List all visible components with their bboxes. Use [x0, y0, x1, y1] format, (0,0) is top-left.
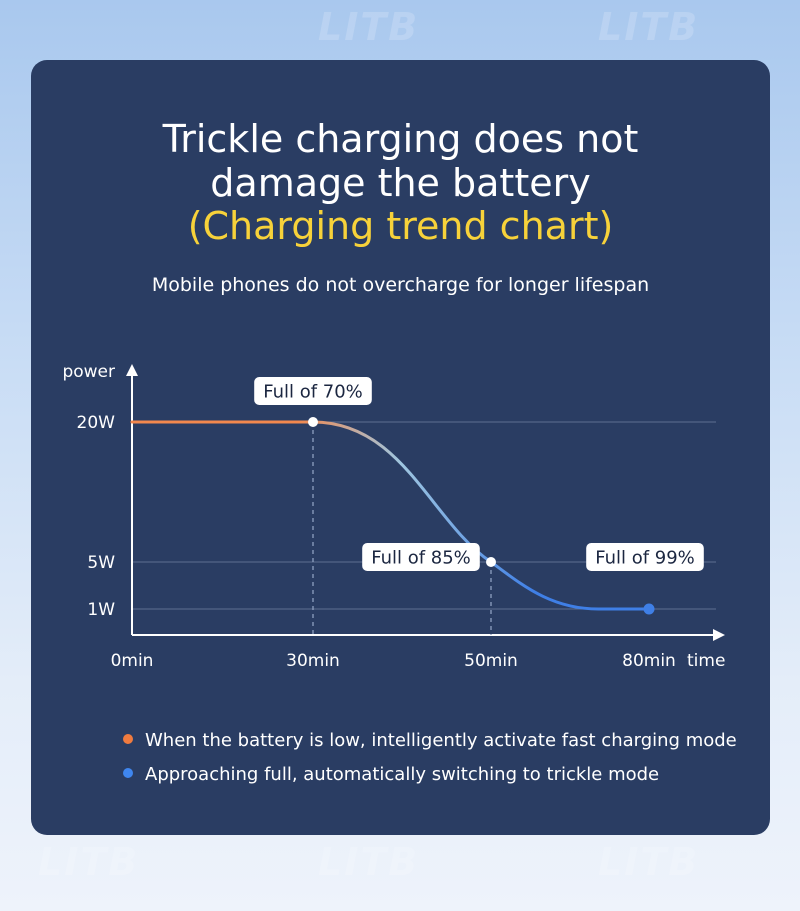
title-line-2: damage the battery — [210, 161, 591, 205]
x-axis-label: time — [687, 651, 725, 671]
legend-dot-fast — [123, 734, 133, 744]
x-axis-arrow — [713, 629, 725, 641]
data-point-1 — [486, 557, 496, 567]
legend-dot-trickle — [123, 768, 133, 778]
legend-text-fast: When the battery is low, intelligently a… — [145, 730, 737, 751]
info-card: Trickle charging does not damage the bat… — [31, 60, 770, 835]
point-label-0: Full of 70% — [254, 377, 372, 405]
data-point-2 — [643, 603, 655, 615]
title-line-3: (Charging trend chart) — [187, 204, 614, 248]
point-label-text-2: Full of 99% — [595, 548, 695, 569]
x-tick-30min: 30min — [286, 651, 340, 671]
legend-item-trickle: Approaching full, automatically switchin… — [123, 764, 659, 785]
y-tick-1W: 1W — [87, 600, 115, 620]
point-label-box-2 — [586, 543, 704, 571]
watermark: LITB — [318, 840, 420, 884]
series-line — [130, 420, 651, 611]
watermark: LITB — [318, 5, 420, 49]
legend-text-trickle: Approaching full, automatically switchin… — [145, 764, 660, 785]
point-label-text-0: Full of 70% — [263, 382, 363, 403]
charging-chart: Full of 70% Full of 85% Full of 99% 1W 5W 20W… — [62, 362, 725, 671]
subtitle: Mobile phones do not overcharge for long… — [151, 274, 650, 296]
x-tick-50min: 50min — [464, 651, 518, 671]
data-point-0 — [308, 417, 318, 427]
point-label-1: Full of 85% — [362, 543, 480, 571]
legend-item-fast: When the battery is low, intelligently a… — [123, 730, 737, 751]
y-axis-arrow — [126, 364, 138, 376]
point-label-box-0 — [254, 377, 372, 405]
watermark: LITB — [38, 840, 140, 884]
y-tick-20W: 20W — [77, 413, 116, 433]
x-tick-0min: 0min — [111, 651, 154, 671]
point-label-text-1: Full of 85% — [371, 548, 471, 569]
y-axis-label: power — [62, 362, 115, 382]
point-label-2: Full of 99% — [586, 543, 704, 571]
watermark: LITB — [598, 5, 700, 49]
point-label-box-1 — [362, 543, 480, 571]
y-tick-5W: 5W — [87, 553, 115, 573]
x-tick-80min: 80min — [622, 651, 676, 671]
watermark: LITB — [598, 840, 700, 884]
title-line-1: Trickle charging does not — [162, 117, 639, 161]
